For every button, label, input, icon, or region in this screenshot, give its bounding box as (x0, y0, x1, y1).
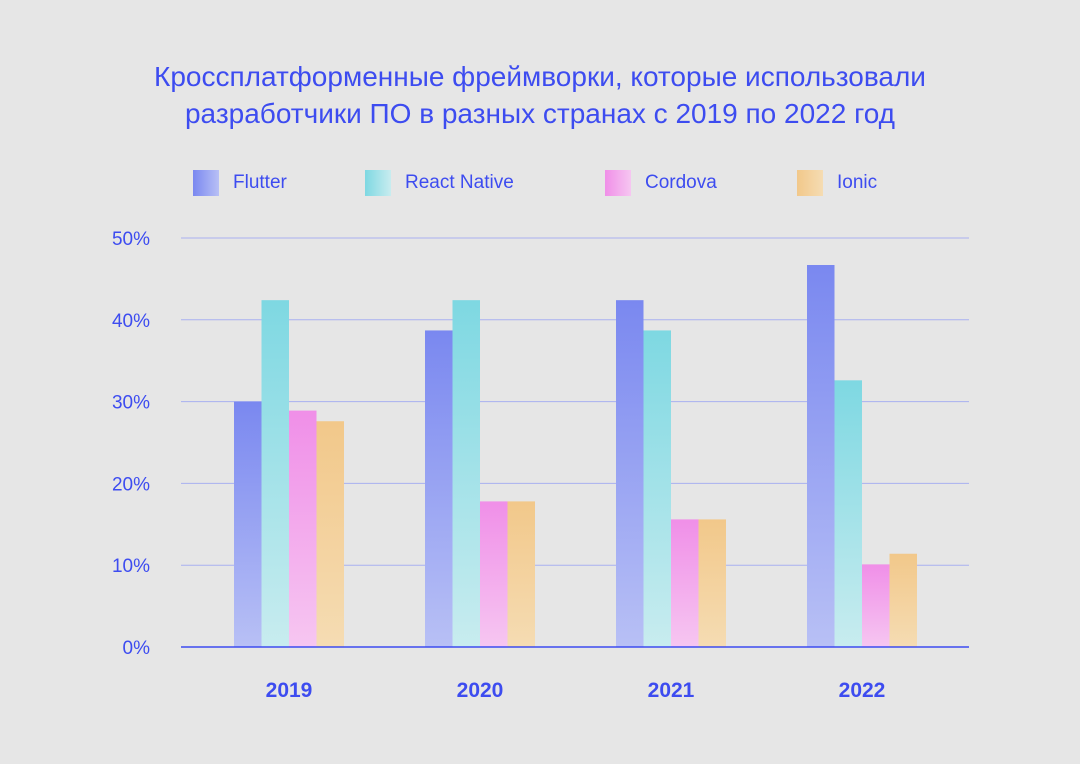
x-tick-label: 2022 (839, 679, 886, 702)
bar-ionic-2021 (698, 519, 726, 647)
legend-label-flutter: Flutter (233, 172, 287, 193)
bar-ionic-2022 (889, 553, 917, 647)
chart-title: Кроссплатформенные фреймворки, которые и… (0, 58, 1080, 132)
bar-cordova-2022 (862, 564, 890, 647)
y-tick-label: 20% (112, 474, 150, 495)
y-tick-label: 30% (112, 393, 150, 414)
legend-swatch-ionic (797, 170, 823, 196)
chart-legend: Flutter React Native Cordova Ionic (0, 168, 1080, 198)
y-tick-label: 10% (112, 556, 150, 577)
legend-swatch-react-native (365, 170, 391, 196)
bar-flutter-2020 (425, 330, 453, 647)
legend-item-flutter: Flutter (193, 168, 287, 198)
bar-react-native-2022 (834, 380, 862, 647)
legend-label-cordova: Cordova (645, 172, 717, 193)
y-tick-label: 50% (112, 229, 150, 250)
bar-react-native-2020 (452, 300, 480, 647)
bar-flutter-2022 (807, 264, 835, 647)
y-tick-label: 0% (123, 638, 151, 659)
y-tick-label: 40% (112, 311, 150, 332)
legend-item-ionic: Ionic (797, 168, 877, 198)
chart-title-line-2: разработчики ПО в разных странах с 2019 … (184, 98, 895, 129)
x-tick-label: 2019 (266, 679, 313, 702)
bar-cordova-2021 (671, 519, 699, 647)
x-tick-label: 2021 (648, 679, 695, 702)
legend-label-ionic: Ionic (837, 172, 878, 193)
legend-item-cordova: Cordova (605, 168, 717, 198)
bar-react-native-2021 (643, 330, 671, 647)
bar-cordova-2020 (480, 501, 508, 647)
bar-flutter-2019 (234, 401, 262, 647)
x-tick-label: 2020 (457, 679, 504, 702)
legend-item-react-native: React Native (365, 168, 514, 198)
legend-swatch-cordova (605, 170, 631, 196)
bar-cordova-2019 (289, 410, 317, 647)
bar-flutter-2021 (616, 300, 644, 647)
bar-ionic-2020 (507, 501, 535, 647)
legend-label-react-native: React Native (405, 172, 514, 193)
legend-swatch-flutter (193, 170, 219, 196)
chart-title-line-1: Кроссплатформенные фреймворки, которые и… (154, 61, 926, 92)
bar-ionic-2019 (316, 421, 344, 647)
bar-react-native-2019 (261, 300, 289, 647)
